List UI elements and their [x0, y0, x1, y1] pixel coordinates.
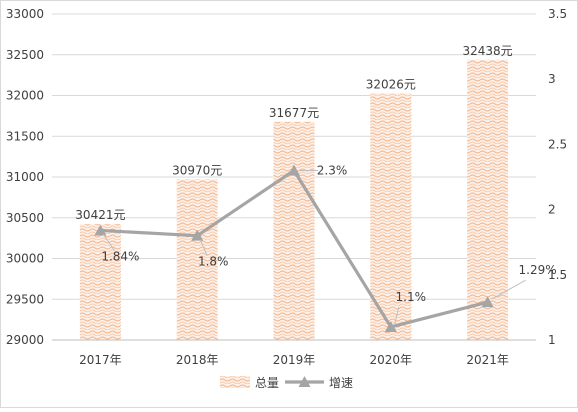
y2-tick-label: 2 [548, 203, 556, 217]
line-marker [481, 296, 494, 308]
y-tick-label: 33000 [6, 7, 44, 21]
x-tick-label: 2018年 [176, 353, 219, 367]
y-tick-label: 32500 [6, 48, 44, 62]
y-tick-label: 30000 [6, 252, 44, 266]
line-marker [288, 164, 300, 176]
y-tick-label: 30500 [6, 211, 44, 225]
y2-tick-label: 1 [548, 333, 556, 347]
y-axis-left: 29000 29500 30000 30500 31000 31500 32000 32500… [6, 7, 44, 347]
y-tick-label: 29500 [6, 292, 44, 306]
legend-label-bar: 总量 [255, 376, 279, 390]
bar-data-label: 30421元 [75, 208, 125, 222]
y-tick-label: 32000 [6, 89, 44, 103]
y2-tick-label: 1.5 [548, 268, 567, 282]
y-axis-right: 1 1.5 2 2.5 3 3.5 [548, 7, 567, 347]
bar [370, 93, 412, 340]
bar-data-labels: 30421元 30970元 31677元 32026元 32438元 [75, 44, 512, 222]
bar-data-label: 32026元 [366, 77, 416, 91]
bar-series [79, 59, 509, 341]
x-axis: 2017年 2018年 2019年 2020年 2021年 [52, 339, 536, 367]
line-data-label: 1.29% [519, 263, 557, 277]
line-marker [191, 229, 204, 241]
line-data-label: 1.84% [101, 249, 139, 263]
leader-line [394, 306, 400, 325]
x-tick-label: 2017年 [79, 353, 122, 367]
line-series [94, 164, 494, 332]
bar [79, 224, 121, 340]
line-data-labels: 1.84% 1.8% 2.3% 1.1% 1.29% [101, 163, 557, 325]
legend-label-line: 增速 [329, 376, 353, 390]
legend-swatch-bar [220, 376, 250, 388]
bar [176, 179, 218, 340]
x-tick-label: 2019年 [273, 353, 316, 367]
line-data-label: 2.3% [317, 163, 348, 177]
y-tick-label: 31000 [6, 170, 44, 184]
y-tick-label: 31500 [6, 129, 44, 143]
line-marker [94, 224, 107, 236]
leader-line [491, 279, 526, 300]
bar [273, 121, 315, 341]
y2-tick-label: 3.5 [548, 7, 567, 21]
bar-data-label: 30970元 [172, 163, 222, 177]
bar-data-label: 32438元 [463, 44, 513, 58]
y2-tick-label: 2.5 [548, 137, 567, 151]
x-tick-label: 2020年 [370, 353, 413, 367]
leader-line [102, 234, 115, 251]
leader-line [199, 239, 208, 256]
line-marker [384, 320, 397, 332]
line-data-label: 1.1% [396, 290, 427, 304]
y-tick-label: 29000 [6, 333, 44, 347]
legend-marker-line [298, 376, 311, 387]
x-tick-label: 2021年 [466, 353, 509, 367]
line-data-label: 1.8% [198, 255, 229, 269]
bar-data-label: 31677元 [269, 106, 319, 120]
legend: 总量 增速 [220, 376, 353, 390]
y2-tick-label: 3 [548, 72, 556, 86]
